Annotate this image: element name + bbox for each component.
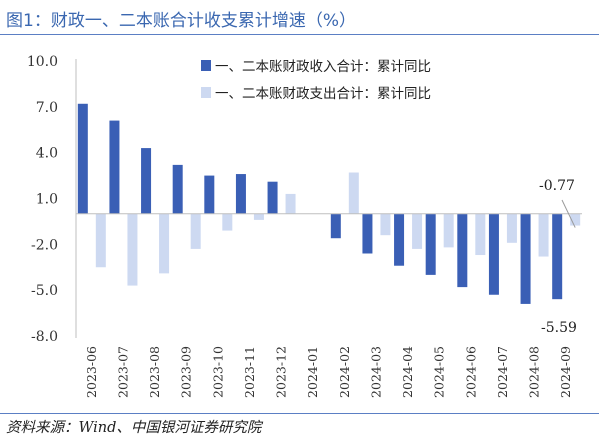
revenue-bar xyxy=(457,213,468,288)
revenue-bar xyxy=(330,213,341,239)
x-tick-label: 2024-05 xyxy=(432,346,447,398)
x-axis: 2023-06 2023-07 2023-08 2023-09 2023-10 2023-… xyxy=(76,213,582,398)
x-tick-label: 2023-07 xyxy=(115,346,130,398)
annotations: -0.77 -5.59 xyxy=(539,178,577,336)
annotation-leader-line xyxy=(561,199,576,228)
expenditure-bar xyxy=(475,213,486,256)
revenue-bar xyxy=(362,213,373,254)
revenue-bar xyxy=(552,213,563,300)
title-divider xyxy=(0,34,599,35)
expenditure-bar xyxy=(253,213,264,220)
y-axis: 10.0 7.0 4.0 1.0 -2.0 -5.0 -8.0 xyxy=(27,54,77,345)
expenditure-bar xyxy=(127,213,138,286)
bars xyxy=(77,103,581,304)
revenue-bar xyxy=(520,213,531,304)
annotation-revenue-latest: -5.59 xyxy=(541,320,577,336)
x-tick-label: 2023-09 xyxy=(179,346,194,398)
x-tick-label: 2024-04 xyxy=(400,346,415,398)
y-tick-label: -2.0 xyxy=(31,237,58,253)
source-note: 资料来源：Wind、中国银河证券研究院 xyxy=(6,420,262,436)
expenditure-bar xyxy=(190,213,201,249)
y-tick-label: -5.0 xyxy=(31,283,58,299)
revenue-bar xyxy=(204,175,215,214)
revenue-bar xyxy=(488,213,499,295)
legend-label: 一、二本账财政收入合计：累计同比 xyxy=(215,59,431,75)
revenue-bar xyxy=(267,181,278,214)
y-tick-label: -8.0 xyxy=(31,329,58,345)
expenditure-bar xyxy=(443,213,454,248)
legend-swatch xyxy=(201,60,211,71)
y-tick-label: 7.0 xyxy=(36,100,58,116)
revenue-bar xyxy=(172,164,183,214)
expenditure-bar xyxy=(348,172,359,214)
x-tick-label: 2024-08 xyxy=(527,346,542,398)
expenditure-bar xyxy=(285,193,296,214)
annotation-expenditure-latest: -0.77 xyxy=(539,178,575,194)
expenditure-bar xyxy=(380,213,391,236)
revenue-bar xyxy=(141,148,152,214)
legend-label: 一、二本账财政支出合计：累计同比 xyxy=(215,86,431,102)
expenditure-bar xyxy=(538,213,549,257)
bar-chart: 10.0 7.0 4.0 1.0 -2.0 -5.0 -8.0 2023-06 2023-07… xyxy=(27,54,582,398)
expenditure-bar xyxy=(412,213,423,249)
x-tick-label: 2024-01 xyxy=(305,346,320,398)
y-tick-label: 1.0 xyxy=(36,192,58,208)
x-tick-label: 2024-09 xyxy=(558,346,573,398)
x-tick-label: 2023-10 xyxy=(210,346,225,398)
x-tick-label: 2024-06 xyxy=(463,346,478,398)
revenue-bar xyxy=(394,213,405,266)
x-tick-label: 2023-08 xyxy=(147,346,162,398)
x-tick-label: 2024-02 xyxy=(337,346,352,398)
revenue-bar xyxy=(235,174,246,214)
x-tick-label: 2023-11 xyxy=(242,346,257,398)
y-tick-label: 4.0 xyxy=(36,146,58,162)
chart-title: 图1：财政一、二本账合计收支累计增速（%） xyxy=(6,11,356,31)
y-tick-label: 10.0 xyxy=(27,54,58,70)
x-tick-label: 2023-06 xyxy=(84,346,99,398)
x-tick-label: 2023-12 xyxy=(274,346,289,398)
revenue-bar xyxy=(77,103,88,214)
x-tick-label: 2024-03 xyxy=(368,346,383,398)
revenue-bar xyxy=(425,213,436,275)
revenue-bar xyxy=(109,120,120,214)
legend-swatch xyxy=(201,87,211,98)
expenditure-bar xyxy=(570,213,581,226)
expenditure-bar xyxy=(506,213,517,243)
expenditure-bar xyxy=(159,213,170,274)
x-tick-label: 2024-07 xyxy=(495,346,510,398)
expenditure-bar xyxy=(95,213,106,268)
expenditure-bar xyxy=(222,213,233,231)
source-divider xyxy=(0,413,599,414)
